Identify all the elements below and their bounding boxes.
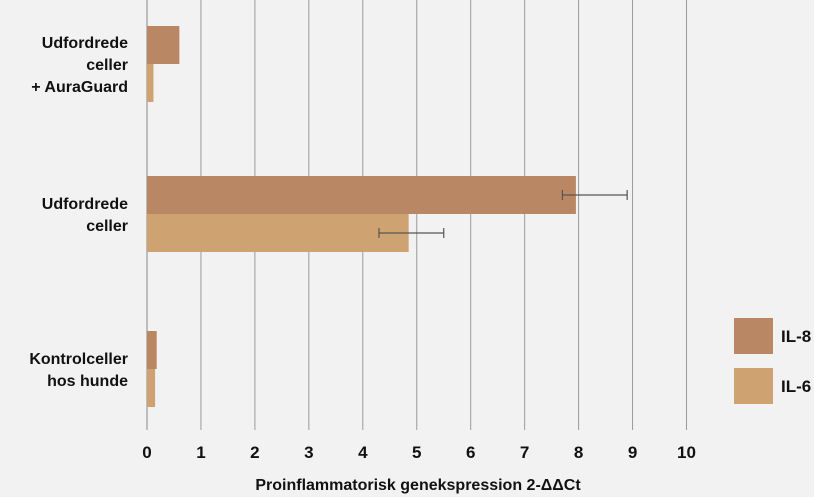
x-tick-label: 9: [628, 443, 637, 462]
x-tick-label: 5: [412, 443, 421, 462]
x-tick-label: 10: [677, 443, 696, 462]
x-tick-label: 2: [250, 443, 259, 462]
category-label-line: Kontrolceller: [29, 351, 128, 368]
category-label: Udfordrede celler: [42, 196, 128, 235]
category-label-line: celler: [86, 218, 128, 235]
x-tick-label: 7: [520, 443, 529, 462]
category-label-line: + AuraGuard: [31, 79, 128, 96]
legend: IL-8 IL-6: [734, 318, 811, 404]
category-label-line: Udfordrede: [42, 196, 128, 213]
legend-swatch-il-8: [734, 318, 773, 354]
legend-swatch-il-6: [734, 368, 773, 404]
error-bars: [378, 190, 628, 238]
x-tick-label: 0: [142, 443, 151, 462]
x-tick-label: 4: [358, 443, 368, 462]
x-tick-label: 6: [466, 443, 475, 462]
legend-label-il-6: IL-6: [781, 377, 811, 396]
x-tick-label: 3: [304, 443, 313, 462]
category-label-line: hos hunde: [47, 373, 128, 390]
bars: [147, 26, 576, 407]
x-tick-label: 8: [574, 443, 583, 462]
x-axis: 0 1 2 3 4 5 6 7 8 9 10: [142, 443, 696, 462]
x-axis-title: Proinflammatorisk genekspression 2-ΔΔCt: [255, 477, 581, 494]
category-labels: Udfordrede celler + AuraGuard Udfordrede cel…: [29, 35, 128, 390]
category-label-line: celler: [86, 57, 128, 74]
bar-il-8: [147, 26, 180, 64]
category-label: Udfordrede celler + AuraGuard: [31, 35, 128, 96]
bar-il-6: [147, 64, 154, 102]
bar-il-8: [147, 176, 576, 214]
legend-label-il-8: IL-8: [781, 327, 811, 346]
bar-il-6: [147, 369, 156, 407]
category-label-line: Udfordrede: [42, 35, 128, 52]
bar-il-8: [147, 331, 157, 369]
x-tick-label: 1: [196, 443, 205, 462]
category-label: Kontrolceller hos hunde: [29, 351, 128, 390]
bar-il-6: [147, 214, 409, 252]
